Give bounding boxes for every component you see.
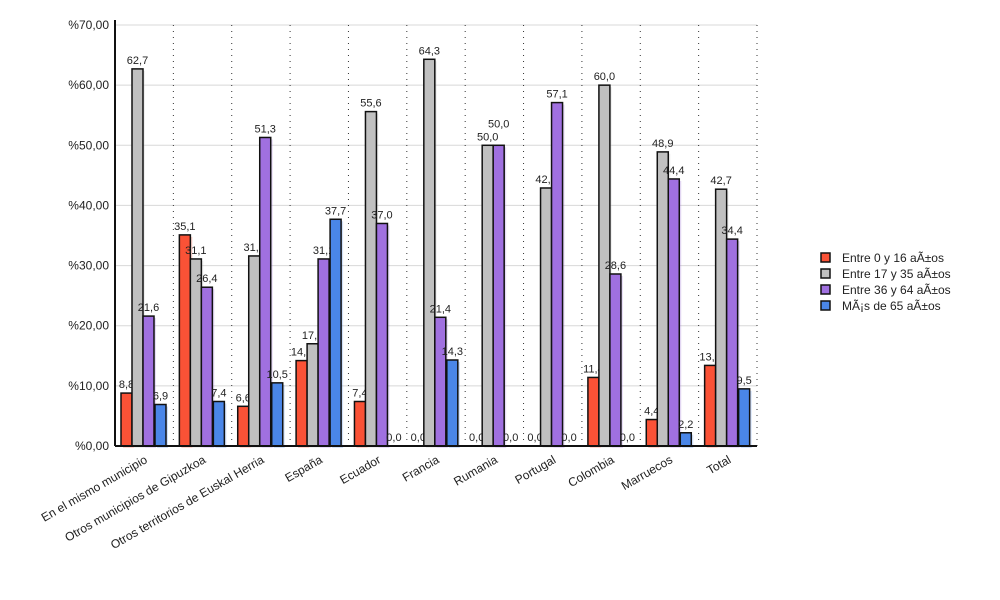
data-label: 7,4 — [211, 387, 226, 399]
bar — [142, 315, 155, 447]
x-tick-label: Rumania — [451, 452, 500, 488]
x-tick-label: Ecuador — [337, 452, 383, 486]
y-tick-label: %60,00 — [68, 78, 109, 92]
y-tick-label: %50,00 — [68, 138, 109, 152]
bar — [200, 286, 214, 447]
bar — [131, 68, 144, 447]
x-tick-label: Colombia — [566, 452, 617, 490]
legend-label: MÃ¡s de 65 aÃ±os — [842, 299, 941, 313]
y-tick-label: %20,00 — [68, 319, 109, 333]
legend-label: Entre 36 y 64 aÃ±os — [842, 283, 951, 297]
data-label: 4,4 — [644, 406, 659, 418]
bar — [317, 258, 330, 447]
legend-label: Entre 17 y 35 aÃ±os — [842, 267, 951, 281]
y-tick-label: %0,00 — [75, 439, 109, 453]
bar — [587, 376, 600, 447]
data-label: 0,0 — [411, 432, 426, 444]
y-tick-label: %40,00 — [68, 198, 109, 212]
data-label: 50,0 — [488, 118, 509, 130]
data-label: 9,5 — [736, 375, 751, 387]
data-label: 28,6 — [605, 260, 626, 272]
legend-swatch — [820, 268, 831, 279]
data-label: 55,6 — [360, 98, 381, 110]
data-label: 14,3 — [442, 346, 463, 358]
data-label: 10,5 — [267, 369, 288, 381]
data-label: 6,6 — [236, 392, 251, 404]
data-label: 0,0 — [620, 432, 635, 444]
data-label: 0,0 — [386, 432, 401, 444]
data-label: 35,1 — [174, 221, 195, 233]
bar — [539, 187, 553, 447]
bar — [270, 382, 284, 447]
data-label: 0,0 — [561, 432, 576, 444]
data-label: 31,1 — [185, 245, 206, 257]
bar — [434, 316, 447, 447]
bar — [329, 218, 342, 447]
data-label: 34,4 — [721, 225, 742, 237]
bar — [258, 136, 272, 447]
bar — [667, 178, 681, 447]
bar — [737, 388, 751, 447]
bar — [609, 273, 622, 447]
bar — [446, 359, 459, 447]
bar — [703, 364, 717, 447]
y-tick-label: %10,00 — [68, 379, 109, 393]
data-label: 0,0 — [503, 432, 518, 444]
bar — [189, 258, 203, 447]
legend-swatch — [820, 284, 831, 295]
y-tick-label: %70,00 — [68, 18, 109, 32]
data-label: 7,4 — [352, 387, 367, 399]
bar — [481, 144, 494, 447]
data-label: 21,4 — [430, 303, 451, 315]
data-label: 62,7 — [127, 55, 148, 67]
data-label: 57,1 — [546, 89, 567, 101]
y-tick-label: %30,00 — [68, 259, 109, 273]
x-tick-label: Total — [704, 452, 733, 477]
bar — [247, 255, 261, 447]
data-label: 8,8 — [119, 379, 134, 391]
data-label: 60,0 — [594, 71, 615, 83]
bar — [679, 432, 693, 447]
legend-swatch — [820, 252, 831, 263]
bar — [375, 222, 389, 447]
bar — [550, 101, 564, 447]
bar — [120, 392, 133, 447]
data-label: 6,9 — [153, 391, 168, 403]
bar — [725, 238, 739, 447]
data-label: 50,0 — [477, 131, 498, 143]
data-label: 31,1 — [313, 245, 334, 257]
data-label: 26,4 — [196, 273, 217, 285]
data-label: 44,4 — [663, 165, 684, 177]
bar — [353, 400, 367, 447]
data-label: 0,0 — [469, 432, 484, 444]
data-label: 64,3 — [419, 45, 440, 57]
bar — [364, 110, 378, 447]
data-label: 42,7 — [710, 175, 731, 187]
x-tick-label: Marruecos — [619, 452, 675, 492]
data-label: 51,3 — [255, 123, 276, 135]
bar — [656, 151, 670, 447]
data-label: 0,0 — [527, 432, 542, 444]
x-tick-label: Portugal — [513, 452, 559, 486]
data-label: 21,6 — [138, 302, 159, 314]
bar — [306, 343, 319, 447]
data-label: 48,9 — [652, 138, 673, 150]
legend-swatch — [820, 300, 831, 311]
x-tick-label: Francia — [400, 452, 442, 484]
legend-label: Entre 0 y 16 aÃ±os — [842, 251, 944, 265]
x-tick-label: España — [283, 452, 326, 485]
bar — [295, 359, 308, 447]
bar — [154, 403, 167, 447]
bar — [645, 418, 659, 447]
bar — [492, 144, 505, 447]
bar — [178, 234, 192, 447]
data-label: 2,2 — [678, 419, 693, 431]
bar — [212, 400, 226, 447]
bar — [423, 58, 436, 447]
data-label: 37,7 — [325, 205, 346, 217]
bar — [236, 405, 250, 447]
data-label: 37,0 — [371, 209, 392, 221]
